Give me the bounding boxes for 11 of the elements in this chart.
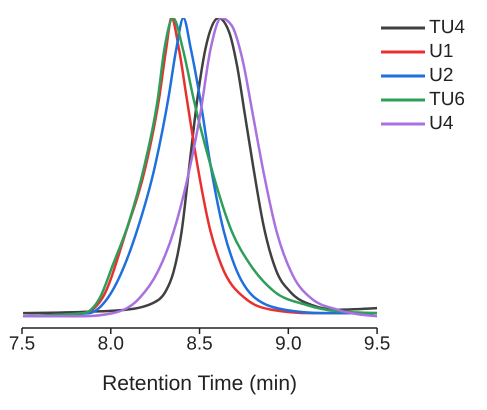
legend-label: TU6 — [429, 88, 465, 112]
legend-label: U4 — [429, 112, 454, 136]
x-tick-label: 9.0 — [275, 333, 302, 354]
x-tick-label: 9.5 — [364, 333, 390, 354]
legend-label: TU4 — [429, 16, 465, 40]
x-axis-title: Retention Time (min) — [102, 372, 297, 395]
x-tick-label: 7.5 — [8, 333, 36, 354]
x-tick-label: 8.0 — [98, 333, 124, 354]
legend-label: U2 — [429, 64, 454, 88]
x-tick-label: 8.5 — [186, 333, 213, 354]
legend-label: U1 — [429, 40, 454, 64]
